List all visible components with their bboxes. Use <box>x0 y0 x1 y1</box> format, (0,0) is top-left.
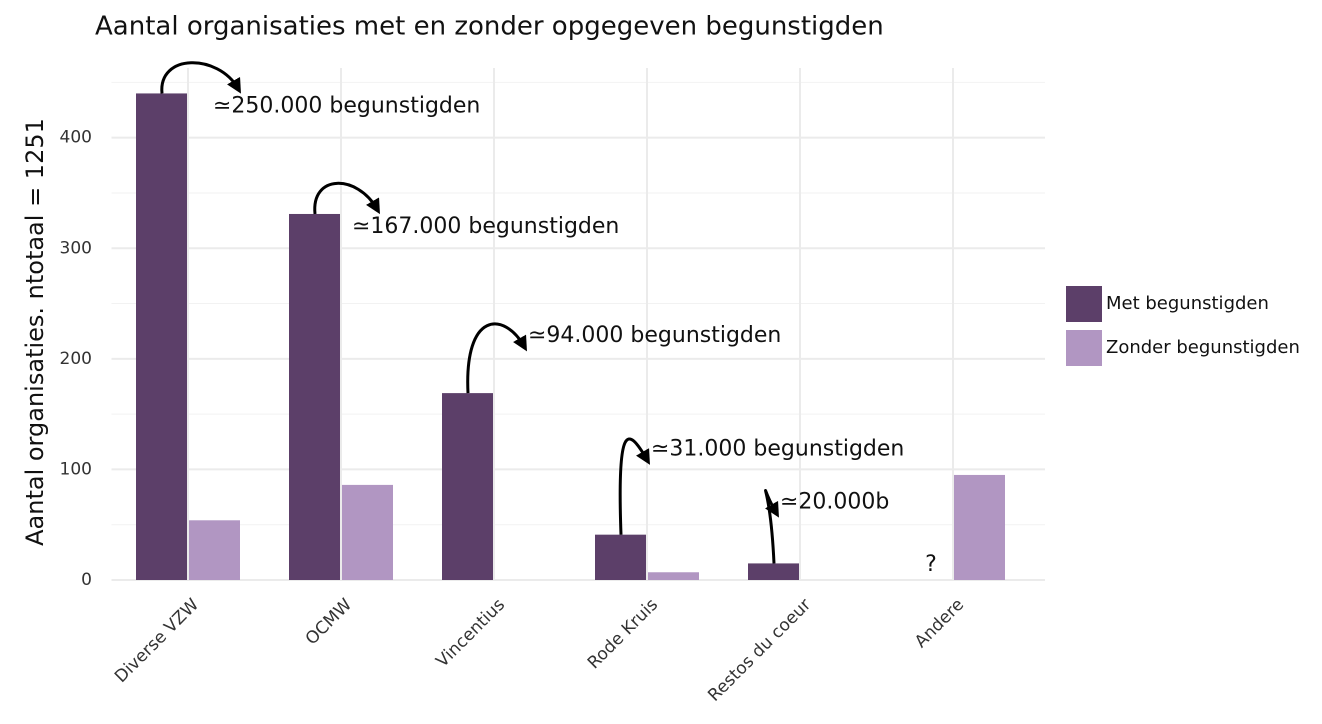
x-tick-label: Andere <box>911 595 968 652</box>
bar <box>289 213 340 580</box>
bar <box>342 484 393 580</box>
x-tick-label: OCMW <box>302 595 356 649</box>
x-tick-label: Vincentius <box>432 595 509 672</box>
grid <box>111 68 1045 581</box>
y-tick-label: 400 <box>60 128 92 148</box>
y-tick-label: 200 <box>60 349 92 369</box>
legend-label: Zonder begunstigden <box>1106 337 1300 358</box>
annotation: ≃94.000 begunstigden <box>528 323 781 348</box>
legend-swatch <box>1066 286 1102 322</box>
annotation-arrow <box>160 61 241 94</box>
bar <box>748 563 799 580</box>
y-tick-label: 0 <box>81 570 92 590</box>
legend-swatch <box>1066 330 1102 366</box>
y-axis-label: Aantal organisaties. ntotaal = 1251 <box>21 118 49 546</box>
bar <box>648 572 699 580</box>
bar <box>954 474 1005 580</box>
annotation-arrow <box>313 181 380 215</box>
bar <box>595 534 646 580</box>
legend-label: Met begunstigden <box>1106 293 1269 314</box>
y-tick-label: 100 <box>60 459 92 479</box>
annotation: ≃20.000b <box>780 489 889 514</box>
x-tick-label: Diverse VZW <box>111 595 203 687</box>
annotation-arrow <box>466 322 527 394</box>
annotation: ≃167.000 begunstigden <box>352 214 619 239</box>
bar <box>136 93 187 580</box>
annotation-arrow <box>764 489 779 564</box>
bar <box>189 520 240 580</box>
annotation: ≃250.000 begunstigden <box>213 93 480 118</box>
y-tick-label: 300 <box>60 238 92 258</box>
marks <box>136 93 1005 580</box>
annotation: ? <box>925 552 937 577</box>
x-tick-label: Rode Kruis <box>584 595 662 673</box>
bar <box>442 393 493 580</box>
annotation-arrow <box>618 437 650 535</box>
chart-title: Aantal organisaties met en zonder opgege… <box>95 12 884 42</box>
x-tick-label: Restos du coeur <box>704 595 815 706</box>
annotation: ≃31.000 begunstigden <box>651 437 904 462</box>
